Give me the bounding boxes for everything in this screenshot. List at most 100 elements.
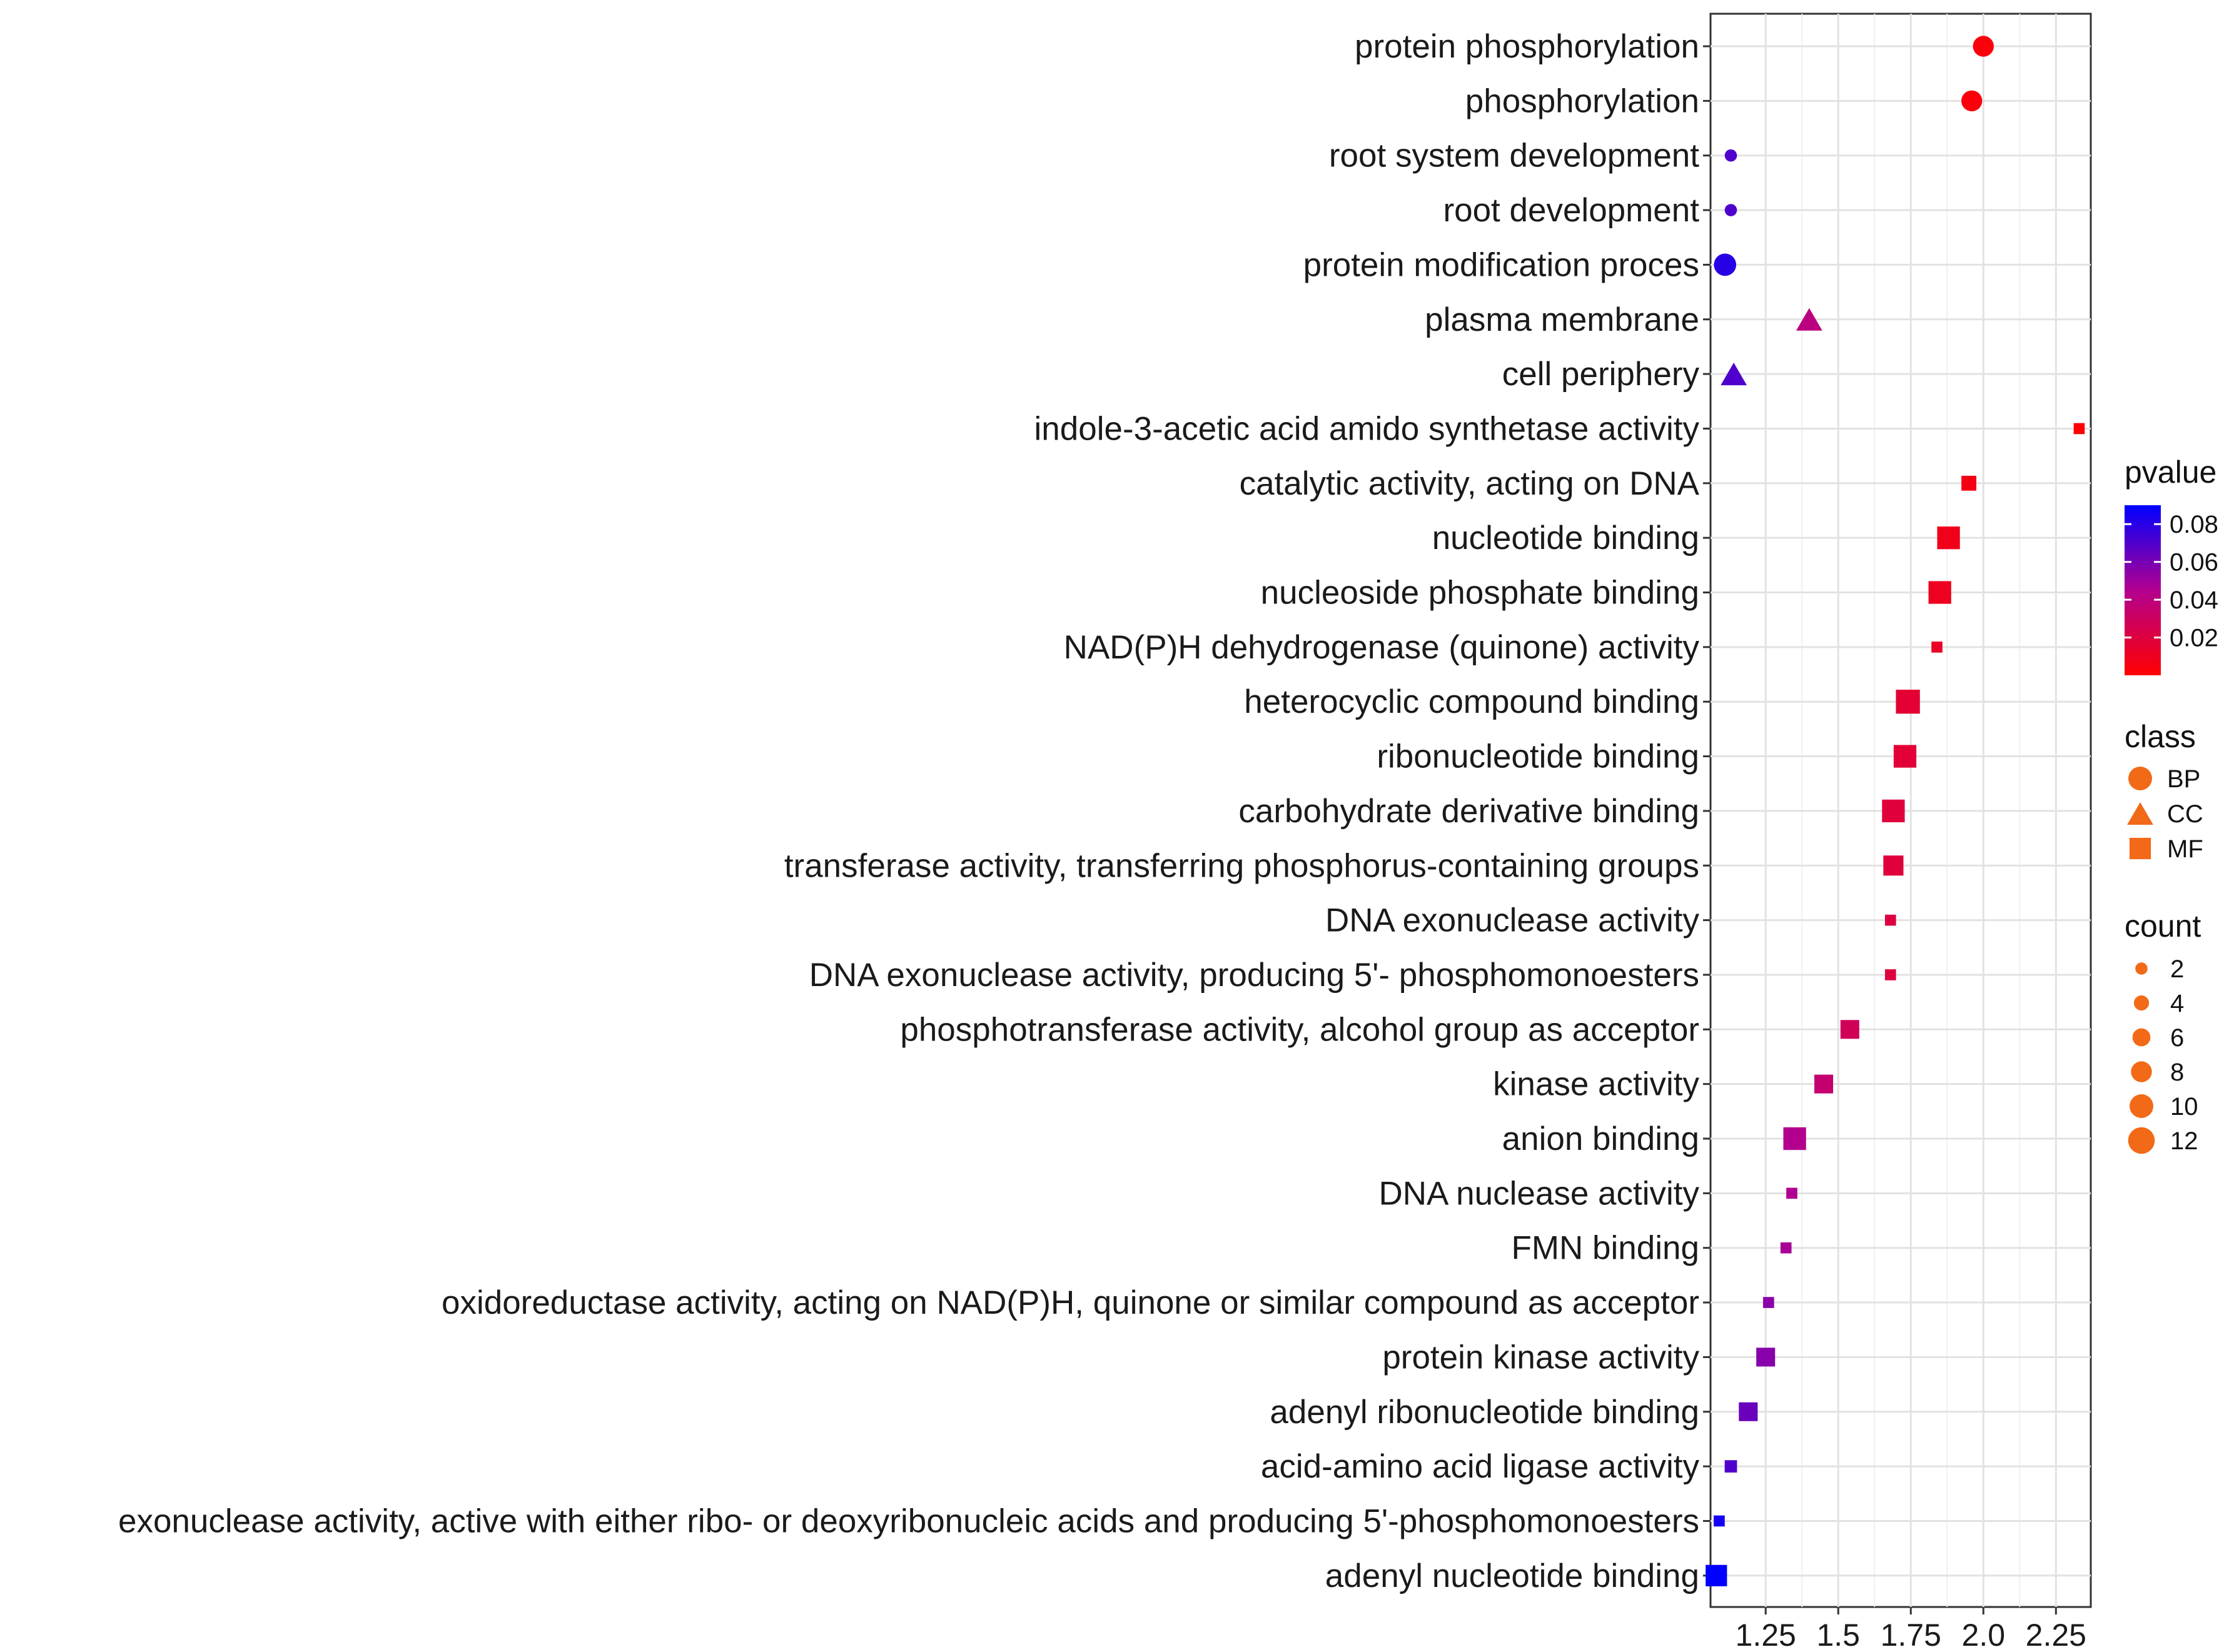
term-label: ribonucleotide binding bbox=[1377, 738, 1699, 775]
x-tick-label: 2.0 bbox=[1962, 1618, 2006, 1652]
data-point bbox=[1961, 90, 1983, 112]
term-label: root system development bbox=[1329, 138, 1699, 174]
legend-pvalue-title: pvalue bbox=[2125, 455, 2216, 490]
term-label: indole-3-acetic acid amido synthetase ac… bbox=[1034, 410, 1700, 447]
legend-count-label: 6 bbox=[2170, 1024, 2184, 1052]
term-label: protein kinase activity bbox=[1382, 1339, 1699, 1376]
term-label: DNA exonuclease activity bbox=[1325, 902, 1700, 939]
term-label: kinase activity bbox=[1493, 1066, 1699, 1103]
legend-class: class BP CC MF bbox=[2125, 719, 2203, 863]
data-point bbox=[1893, 745, 1917, 768]
term-label: protein modification proces bbox=[1303, 246, 1699, 283]
x-tick-label: 1.25 bbox=[1736, 1618, 1796, 1652]
term-label: root development bbox=[1443, 192, 1699, 229]
legend-count-label: 10 bbox=[2170, 1093, 2198, 1121]
legend-class-title: class bbox=[2125, 719, 2196, 754]
data-point bbox=[1756, 1347, 1776, 1367]
term-label: nucleoside phosphate binding bbox=[1261, 575, 1699, 612]
term-label: carbohydrate derivative binding bbox=[1238, 793, 1699, 830]
term-label: phosphotransferase activity, alcohol gro… bbox=[900, 1011, 1699, 1048]
data-point bbox=[1882, 799, 1905, 823]
term-label: heterocyclic compound binding bbox=[1244, 683, 1699, 720]
legend-class-label: MF bbox=[2167, 835, 2203, 863]
term-label: protein phosphorylation bbox=[1355, 28, 1699, 65]
grid-lines bbox=[1711, 14, 2091, 1607]
data-point bbox=[1739, 1402, 1758, 1421]
term-label: nucleotide binding bbox=[1432, 520, 1699, 557]
term-label: FMN binding bbox=[1512, 1230, 1699, 1267]
data-point bbox=[1714, 1515, 1725, 1527]
data-point bbox=[2073, 423, 2085, 435]
x-tick-label: 2.25 bbox=[2026, 1618, 2086, 1652]
data-point bbox=[1973, 36, 1994, 57]
x-tick-label: 1.75 bbox=[1881, 1618, 1941, 1652]
data-point bbox=[1724, 204, 1737, 216]
data-point bbox=[1961, 475, 1976, 491]
pvalue-tick-label: 0.02 bbox=[2170, 625, 2218, 652]
data-point bbox=[1931, 642, 1943, 653]
term-label: NAD(P)H dehydrogenase (quinone) activity bbox=[1064, 629, 1700, 666]
data-point bbox=[1786, 1187, 1797, 1199]
legend-count-label: 12 bbox=[2170, 1127, 2198, 1155]
legend-class-items: BP CC MF bbox=[2127, 765, 2203, 863]
data-point bbox=[1780, 1242, 1792, 1254]
data-point bbox=[1783, 1127, 1806, 1151]
data-point bbox=[1796, 308, 1822, 331]
legend-class-label: BP bbox=[2167, 765, 2200, 793]
axes: 1.25 1.5 1.75 2.0 2.25 bbox=[1703, 45, 2086, 1652]
legend-count-items: 2 4 6 8 10 12 bbox=[2128, 955, 2198, 1155]
legend-count-key bbox=[2133, 995, 2150, 1011]
data-point bbox=[1896, 690, 1920, 714]
term-label: DNA nuclease activity bbox=[1378, 1175, 1699, 1212]
term-label: phosphorylation bbox=[1465, 83, 1699, 119]
data-point bbox=[1724, 149, 1737, 162]
data-point bbox=[1840, 1020, 1859, 1039]
data-point bbox=[1714, 253, 1737, 276]
data-point bbox=[1928, 581, 1951, 604]
term-label: adenyl nucleotide binding bbox=[1325, 1558, 1699, 1594]
pvalue-tick-label: 0.06 bbox=[2170, 549, 2218, 577]
data-point bbox=[1884, 914, 1896, 926]
legend-class-key bbox=[2128, 767, 2152, 790]
term-label: exonuclease activity, active with either… bbox=[118, 1503, 1699, 1539]
legend-count-title: count bbox=[2125, 909, 2201, 944]
pvalue-tick-label: 0.08 bbox=[2170, 511, 2218, 538]
legend-count: count 2 4 6 8 10 12 bbox=[2125, 909, 2201, 1155]
term-label: anion binding bbox=[1502, 1121, 1699, 1157]
legend-class-key bbox=[2129, 837, 2151, 860]
legend-class-key bbox=[2127, 802, 2153, 825]
legend-count-key bbox=[2130, 1094, 2153, 1118]
data-point bbox=[1724, 1460, 1737, 1473]
term-label: transferase activity, transferring phosp… bbox=[784, 847, 1699, 884]
term-labels: protein phosphorylation phosphorylation ro… bbox=[118, 28, 1700, 1594]
pvalue-ticks: 0.08 0.06 0.04 0.02 bbox=[2125, 511, 2218, 652]
legend-count-key bbox=[2135, 962, 2148, 975]
data-point bbox=[1721, 363, 1747, 386]
term-label: acid-amino acid ligase activity bbox=[1261, 1448, 1700, 1485]
legend-count-key bbox=[2132, 1028, 2151, 1047]
pvalue-tick-label: 0.04 bbox=[2170, 587, 2218, 614]
term-label: oxidoreductase activity, acting on NAD(P… bbox=[442, 1284, 1699, 1321]
term-label: cell periphery bbox=[1502, 356, 1700, 393]
data-point bbox=[1937, 526, 1960, 550]
data-points bbox=[1706, 36, 2085, 1586]
term-label: catalytic activity, acting on DNA bbox=[1240, 465, 1700, 502]
term-label: plasma membrane bbox=[1425, 301, 1699, 338]
data-point bbox=[1883, 855, 1904, 876]
pvalue-colorbar bbox=[2125, 505, 2161, 675]
x-tick-label: 1.5 bbox=[1816, 1618, 1860, 1652]
legend-count-key bbox=[2131, 1061, 2152, 1082]
term-label: DNA exonuclease activity, producing 5'- … bbox=[809, 957, 1699, 994]
legend-count-key bbox=[2128, 1127, 2155, 1154]
data-point bbox=[1884, 969, 1896, 980]
data-point bbox=[1814, 1074, 1834, 1094]
legend-count-label: 8 bbox=[2170, 1059, 2184, 1086]
legend-class-label: CC bbox=[2167, 800, 2203, 828]
data-point bbox=[1706, 1564, 1727, 1586]
legend-count-label: 4 bbox=[2170, 990, 2184, 1017]
legend-count-label: 2 bbox=[2170, 955, 2184, 983]
term-label: adenyl ribonucleotide binding bbox=[1270, 1394, 1699, 1431]
legend-pvalue: pvalue 0.08 0.06 0.04 0.02 bbox=[2125, 455, 2218, 675]
data-point bbox=[1763, 1297, 1774, 1308]
